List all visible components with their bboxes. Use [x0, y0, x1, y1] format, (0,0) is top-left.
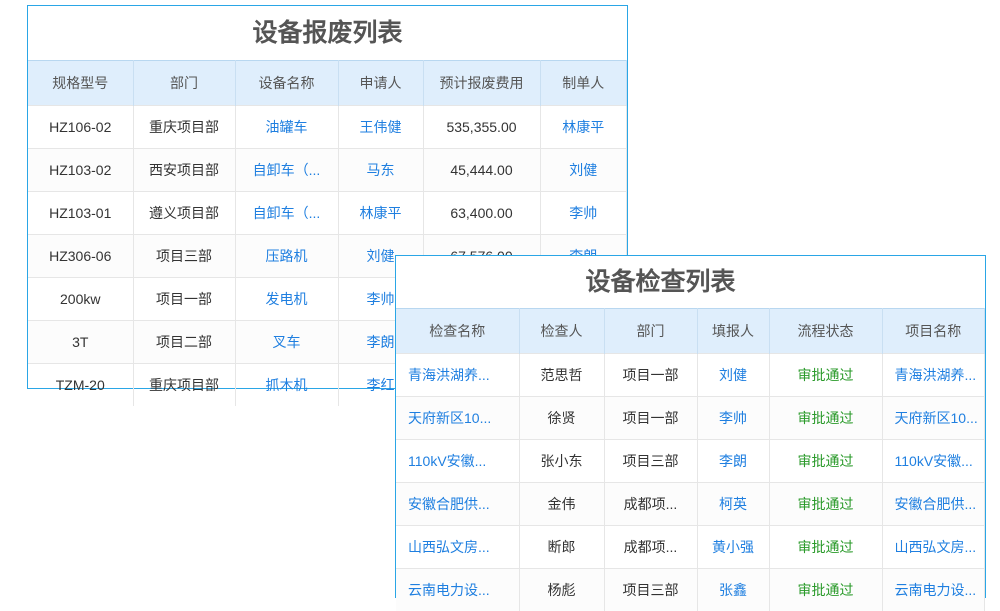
inspection-list-title: 设备检查列表: [396, 256, 985, 308]
inspection-table: 检查名称检查人部门填报人流程状态项目名称青海洪湖养...范思哲项目一部刘健审批通…: [396, 308, 985, 611]
table-row[interactable]: 青海洪湖养...范思哲项目一部刘健审批通过青海洪湖养...: [396, 354, 985, 397]
table-cell: 项目三部: [604, 569, 697, 611]
table-cell[interactable]: 自卸车（...: [235, 192, 338, 235]
table-cell[interactable]: 天府新区10...: [396, 397, 519, 440]
table-cell: TZM-20: [28, 364, 133, 407]
table-cell: 3T: [28, 321, 133, 364]
table-cell[interactable]: 发电机: [235, 278, 338, 321]
table-cell[interactable]: 李帅: [697, 397, 769, 440]
table-cell: 重庆项目部: [133, 106, 235, 149]
column-header[interactable]: 部门: [604, 309, 697, 354]
table-cell: 项目一部: [604, 354, 697, 397]
table-cell[interactable]: 青海洪湖养...: [396, 354, 519, 397]
table-cell: 遵义项目部: [133, 192, 235, 235]
table-cell: 金伟: [519, 483, 604, 526]
table-row[interactable]: 天府新区10...徐贤项目一部李帅审批通过天府新区10...: [396, 397, 985, 440]
column-header[interactable]: 制单人: [540, 61, 627, 106]
table-cell: HZ103-01: [28, 192, 133, 235]
table-cell: 徐贤: [519, 397, 604, 440]
table-cell: 审批通过: [769, 483, 882, 526]
table-cell: 535,355.00: [423, 106, 540, 149]
table-cell[interactable]: 山西弘文房...: [396, 526, 519, 569]
table-cell: 审批通过: [769, 526, 882, 569]
table-cell[interactable]: 李帅: [540, 192, 627, 235]
table-cell: 审批通过: [769, 397, 882, 440]
table-cell[interactable]: 安徽合肥供...: [396, 483, 519, 526]
table-cell[interactable]: 天府新区10...: [882, 397, 985, 440]
table-cell[interactable]: 油罐车: [235, 106, 338, 149]
table-cell[interactable]: 黄小强: [697, 526, 769, 569]
table-cell: 成都项...: [604, 483, 697, 526]
table-cell: HZ106-02: [28, 106, 133, 149]
table-cell[interactable]: 马东: [338, 149, 423, 192]
table-cell[interactable]: 安徽合肥供...: [882, 483, 985, 526]
table-cell[interactable]: 青海洪湖养...: [882, 354, 985, 397]
table-cell[interactable]: 110kV安徽...: [882, 440, 985, 483]
table-cell: 成都项...: [604, 526, 697, 569]
table-cell[interactable]: 压路机: [235, 235, 338, 278]
table-cell[interactable]: 林康平: [540, 106, 627, 149]
table-cell: 西安项目部: [133, 149, 235, 192]
column-header[interactable]: 申请人: [338, 61, 423, 106]
table-cell[interactable]: 自卸车（...: [235, 149, 338, 192]
table-cell[interactable]: 李朗: [697, 440, 769, 483]
table-cell[interactable]: 叉车: [235, 321, 338, 364]
column-header[interactable]: 填报人: [697, 309, 769, 354]
table-cell[interactable]: 110kV安徽...: [396, 440, 519, 483]
table-cell[interactable]: 柯英: [697, 483, 769, 526]
column-header[interactable]: 预计报废费用: [423, 61, 540, 106]
column-header[interactable]: 规格型号: [28, 61, 133, 106]
table-cell: 重庆项目部: [133, 364, 235, 407]
table-cell[interactable]: 刘健: [697, 354, 769, 397]
table-cell: 审批通过: [769, 354, 882, 397]
table-cell: 项目一部: [604, 397, 697, 440]
column-header[interactable]: 设备名称: [235, 61, 338, 106]
table-cell[interactable]: 云南电力设...: [882, 569, 985, 611]
column-header[interactable]: 检查名称: [396, 309, 519, 354]
column-header[interactable]: 流程状态: [769, 309, 882, 354]
table-cell: 范思哲: [519, 354, 604, 397]
table-cell[interactable]: 王伟健: [338, 106, 423, 149]
table-cell: 项目二部: [133, 321, 235, 364]
column-header[interactable]: 检查人: [519, 309, 604, 354]
table-row[interactable]: 山西弘文房...断郎成都项...黄小强审批通过山西弘文房...: [396, 526, 985, 569]
table-cell: 项目三部: [133, 235, 235, 278]
table-cell: 审批通过: [769, 569, 882, 611]
table-row[interactable]: 安徽合肥供...金伟成都项...柯英审批通过安徽合肥供...: [396, 483, 985, 526]
inspection-list-card: 设备检查列表 检查名称检查人部门填报人流程状态项目名称青海洪湖养...范思哲项目…: [395, 255, 986, 598]
scrap-list-title: 设备报废列表: [28, 6, 627, 60]
table-cell[interactable]: 山西弘文房...: [882, 526, 985, 569]
table-cell: HZ306-06: [28, 235, 133, 278]
table-cell: 63,400.00: [423, 192, 540, 235]
table-cell: 断郎: [519, 526, 604, 569]
table-cell[interactable]: 云南电力设...: [396, 569, 519, 611]
table-cell[interactable]: 林康平: [338, 192, 423, 235]
table-cell: 项目三部: [604, 440, 697, 483]
table-cell: HZ103-02: [28, 149, 133, 192]
table-cell[interactable]: 抓木机: [235, 364, 338, 407]
table-cell[interactable]: 张鑫: [697, 569, 769, 611]
table-cell: 张小东: [519, 440, 604, 483]
table-cell: 200kw: [28, 278, 133, 321]
table-cell: 45,444.00: [423, 149, 540, 192]
table-row[interactable]: 云南电力设...杨彪项目三部张鑫审批通过云南电力设...: [396, 569, 985, 611]
table-cell: 项目一部: [133, 278, 235, 321]
table-cell[interactable]: 刘健: [540, 149, 627, 192]
column-header[interactable]: 部门: [133, 61, 235, 106]
table-cell: 杨彪: [519, 569, 604, 611]
column-header[interactable]: 项目名称: [882, 309, 985, 354]
table-cell: 审批通过: [769, 440, 882, 483]
